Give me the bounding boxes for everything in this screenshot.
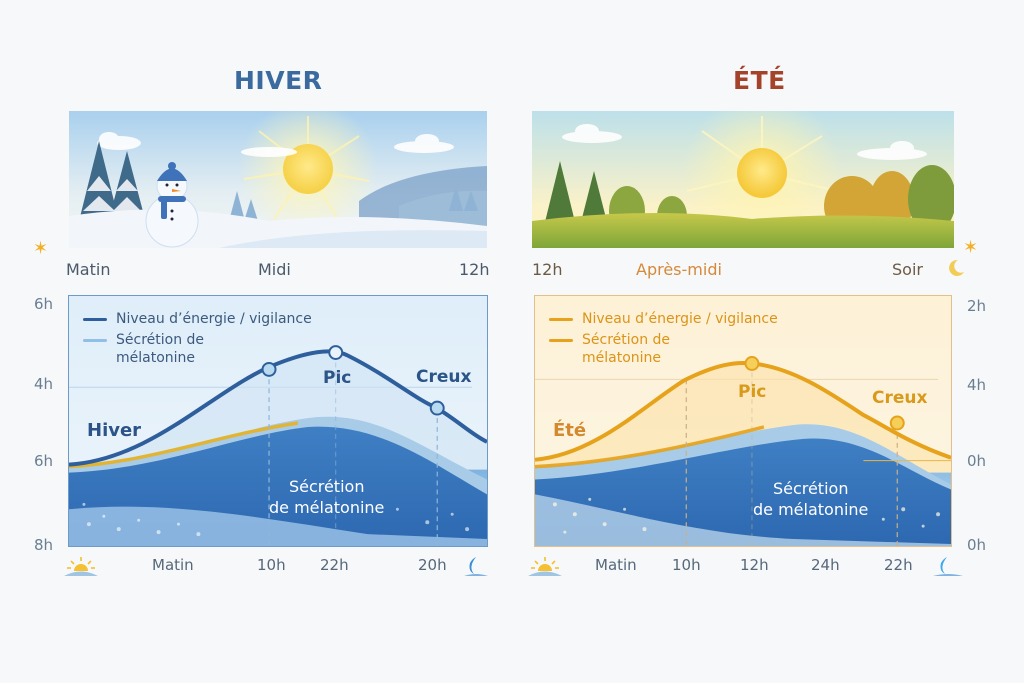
summer-legend: Niveau d’énergie / vigilance Sécrétion d…: [549, 310, 778, 367]
winter-chart-plot: [69, 296, 487, 546]
time-label-apres-midi: Après-midi: [636, 260, 722, 279]
star-icon: ✶: [33, 238, 49, 259]
x-tick: 20h: [418, 556, 447, 574]
legend-swatch-melatonin: [83, 339, 107, 342]
time-label-12h: 12h: [459, 260, 490, 279]
melatonin-area-label: Sécrétion de mélatonine: [269, 477, 385, 517]
series-label-hiver: Hiver: [87, 420, 142, 441]
winter-legend: Niveau d’énergie / vigilance Sécrétion d…: [83, 310, 312, 367]
summer-chart: Niveau d’énergie / vigilance Sécrétion d…: [534, 295, 952, 547]
summer-chart-plot: [535, 296, 951, 546]
time-label-matin: Matin: [66, 260, 111, 279]
crescent-moon-icon: [949, 259, 964, 276]
winter-chart: Niveau d’énergie / vigilance Sécrétion d…: [68, 295, 488, 547]
legend-swatch-energy: [549, 318, 573, 321]
y-tick: 0h: [967, 536, 987, 554]
legend-label-energy: Niveau d’énergie / vigilance: [116, 311, 312, 327]
crescent-moon-icon: [464, 557, 488, 576]
legend-swatch-energy: [83, 318, 107, 321]
legend-swatch-melatonin: [549, 339, 573, 342]
legend-label-melatonin: Sécrétion de mélatonine: [116, 332, 205, 366]
star-icon: ✶: [963, 237, 979, 258]
sunrise-icon: [64, 557, 98, 576]
winter-banner-illustration: [69, 111, 487, 248]
sunrise-icon: [528, 557, 562, 576]
y-tick: 2h: [967, 297, 987, 315]
y-tick: 4h: [967, 376, 987, 394]
melatonin-area-label: Sécrétion de mélatonine: [753, 479, 869, 519]
y-tick: 6h: [34, 452, 54, 470]
time-label-12h-summer: 12h: [532, 260, 563, 279]
series-label-ete: Été: [553, 420, 587, 441]
x-tick: 12h: [740, 556, 769, 574]
peak-label: Pic: [323, 368, 352, 388]
winter-title: HIVER: [234, 66, 323, 95]
legend-item-melatonin: Sécrétion de mélatonine: [549, 331, 778, 367]
legend-item-energy: Niveau d’énergie / vigilance: [83, 310, 312, 328]
time-label-soir: Soir: [892, 260, 923, 279]
x-tick: Matin: [595, 556, 637, 574]
y-tick: 8h: [34, 536, 54, 554]
crescent-moon-icon: [933, 557, 963, 576]
x-tick: Matin: [152, 556, 194, 574]
legend-item-energy: Niveau d’énergie / vigilance: [549, 310, 778, 328]
summer-banner-illustration: [532, 111, 954, 248]
y-tick: 4h: [34, 375, 54, 393]
x-tick: 22h: [320, 556, 349, 574]
x-tick: 10h: [672, 556, 701, 574]
x-tick: 10h: [257, 556, 286, 574]
time-label-midi: Midi: [258, 260, 291, 279]
legend-label-melatonin: Sécrétion de mélatonine: [582, 332, 671, 366]
legend-label-energy: Niveau d’énergie / vigilance: [582, 311, 778, 327]
trough-label: Creux: [872, 388, 928, 408]
y-tick: 6h: [34, 295, 54, 313]
y-tick: 0h: [967, 452, 987, 470]
legend-item-melatonin: Sécrétion de mélatonine: [83, 331, 312, 367]
x-tick: 22h: [884, 556, 913, 574]
summer-title: ÉTÉ: [733, 66, 786, 95]
x-tick: 24h: [811, 556, 840, 574]
peak-label: Pic: [738, 382, 767, 402]
trough-label: Creux: [416, 367, 472, 387]
